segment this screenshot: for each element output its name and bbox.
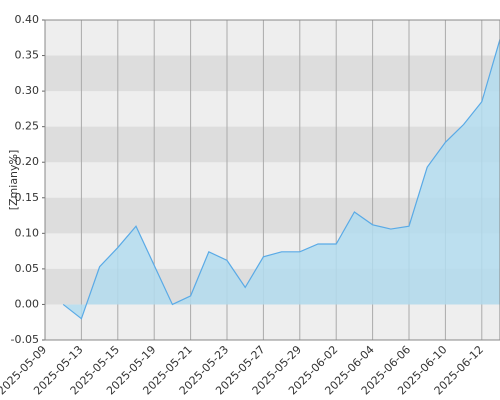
y-tick-label: 0.05: [15, 262, 40, 275]
plot-border: [44, 19, 500, 341]
y-tick-label: 0.30: [15, 84, 40, 97]
line: [62, 39, 500, 320]
y-tick-label: -0.05: [11, 333, 39, 346]
y-tick-label: 0.00: [15, 297, 40, 310]
y-tick-label: 0.15: [15, 191, 40, 204]
y-tick-label: 0.10: [15, 226, 40, 239]
y-tick-label: 0.40: [15, 13, 40, 26]
y-axis-label: [Zmiany%]: [7, 150, 20, 211]
band: [45, 55, 500, 92]
y-tick-label: 0.25: [15, 120, 40, 133]
y-tick-label: 0.20: [15, 155, 40, 168]
area: [63, 39, 500, 319]
y-tick-label: 0.35: [15, 49, 40, 62]
band: [45, 126, 500, 163]
